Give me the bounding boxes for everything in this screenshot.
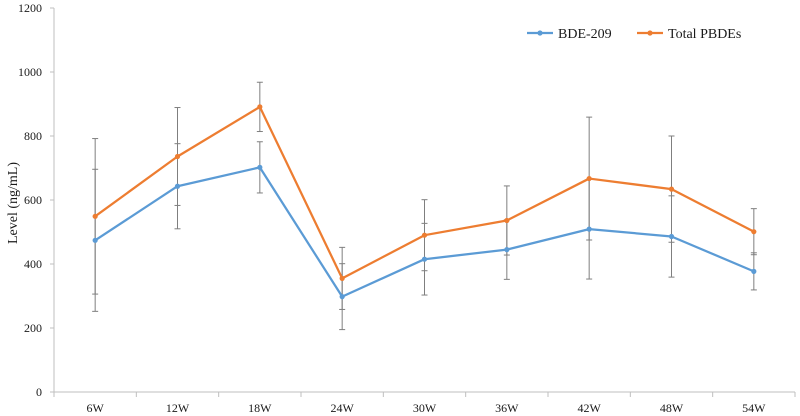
legend-label: Total PBDEs (668, 27, 741, 42)
data-point-bde-209 (339, 294, 345, 300)
data-point-total-pbdes (504, 217, 510, 224)
axes: 0 200 400 600 800 1000 1200 6W 12W 18W 24W 30W 36W 42… (18, 1, 796, 415)
y-axis-title: Level (ng/mL) (6, 162, 21, 244)
legend-label: BDE-209 (558, 27, 612, 42)
x-tick-label: 6W (87, 401, 105, 415)
data-point-bde-209 (174, 183, 181, 189)
data-point-total-pbdes (586, 175, 592, 182)
data-point-total-pbdes (751, 229, 757, 235)
series-lines (92, 104, 757, 300)
data-point-total-pbdes (174, 153, 181, 160)
data-point-total-pbdes (257, 104, 263, 110)
data-point-bde-209 (751, 268, 757, 274)
legend-item-bde-209: BDE-209 (527, 27, 612, 42)
y-tick-label: 200 (24, 321, 42, 335)
y-tick-label: 1000 (18, 65, 42, 79)
y-tick-label: 0 (36, 385, 42, 399)
data-point-total-pbdes (339, 275, 345, 281)
y-tick-label: 400 (24, 257, 42, 271)
legend-item-total-pbdes: Total PBDEs (637, 27, 741, 42)
data-point-bde-209 (92, 237, 98, 243)
legend-swatch-marker (647, 30, 653, 36)
x-tick-label: 30W (413, 401, 437, 415)
x-tick-label: 12W (166, 401, 190, 415)
y-tick-label: 1200 (18, 1, 42, 15)
x-tick-label: 54W (742, 401, 766, 415)
error-bars (92, 81, 757, 331)
x-tick-label: 48W (660, 401, 684, 415)
y-tick-label: 800 (24, 129, 42, 143)
data-point-total-pbdes (92, 213, 98, 219)
data-point-bde-209 (586, 226, 592, 232)
x-tick-label: 42W (578, 401, 602, 415)
data-point-bde-209 (257, 164, 263, 170)
x-tick-label: 18W (248, 401, 272, 415)
data-point-total-pbdes (421, 232, 428, 238)
y-tick-label: 600 (24, 193, 42, 207)
legend: BDE-209 Total PBDEs (527, 27, 741, 42)
data-point-bde-209 (504, 247, 510, 253)
x-tick-label: 24W (331, 401, 355, 415)
data-point-bde-209 (668, 233, 675, 240)
data-point-total-pbdes (668, 186, 675, 192)
x-tick-label: 36W (495, 401, 519, 415)
data-point-bde-209 (421, 256, 428, 262)
legend-swatch-marker (537, 30, 543, 36)
